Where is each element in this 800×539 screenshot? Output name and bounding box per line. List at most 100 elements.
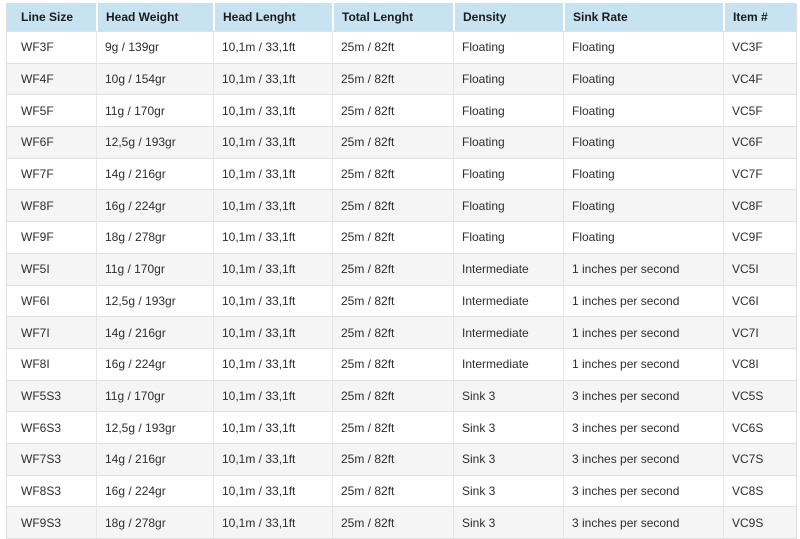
cell: 10,1m / 33,1ft xyxy=(213,316,332,348)
cell: 25m / 82ft xyxy=(332,221,453,253)
cell: WF5I xyxy=(7,252,96,285)
cell: VC8I xyxy=(723,347,796,380)
cell: Floating xyxy=(563,221,723,253)
table-row: WF7F 14g / 216gr 10,1m / 33,1ft 25m / 82ft F… xyxy=(7,157,796,190)
cell: 10,1m / 33,1ft xyxy=(213,62,332,95)
cell: 14g / 216gr xyxy=(96,316,213,348)
table-row: WF8S3 16g / 224gr 10,1m / 33,1ft 25m / 82ft… xyxy=(7,474,796,507)
cell: WF7F xyxy=(7,157,96,190)
cell: 25m / 82ft xyxy=(332,252,453,285)
cell: VC9F xyxy=(723,221,796,253)
cell: 14g / 216gr xyxy=(96,442,213,475)
column-header-head-weight: Head Weight xyxy=(96,3,213,31)
cell: WF8S3 xyxy=(7,474,96,507)
cell: VC8S xyxy=(723,474,796,507)
table-row: WF5I 11g / 170gr 10,1m / 33,1ft 25m / 82ft I… xyxy=(7,252,796,285)
cell: 1 inches per second xyxy=(563,284,723,317)
cell: 10,1m / 33,1ft xyxy=(213,31,332,63)
table-header: Line Size Head Weight Head Lenght Total Len… xyxy=(7,3,796,31)
cell: Floating xyxy=(453,126,563,158)
table-row: WF6S3 12,5g / 193gr 10,1m / 33,1ft 25m / 82… xyxy=(7,411,796,443)
cell: Floating xyxy=(453,189,563,222)
cell: 1 inches per second xyxy=(563,347,723,380)
cell: 10,1m / 33,1ft xyxy=(213,252,332,285)
column-header-sink-rate: Sink Rate xyxy=(563,3,723,31)
cell: VC5S xyxy=(723,379,796,412)
cell: VC7F xyxy=(723,157,796,190)
cell: 10,1m / 33,1ft xyxy=(213,221,332,253)
cell: WF5F xyxy=(7,94,96,127)
table-row: WF9S3 18g / 278gr 10,1m / 33,1ft 25m / 82ft… xyxy=(7,506,796,538)
cell: 18g / 278gr xyxy=(96,221,213,253)
cell: 10,1m / 33,1ft xyxy=(213,284,332,317)
cell: VC4F xyxy=(723,62,796,95)
table-row: WF5S3 11g / 170gr 10,1m / 33,1ft 25m / 82ft… xyxy=(7,379,796,412)
cell: 11g / 170gr xyxy=(96,252,213,285)
cell: 25m / 82ft xyxy=(332,506,453,538)
cell: 10,1m / 33,1ft xyxy=(213,411,332,443)
cell: Intermediate xyxy=(453,316,563,348)
cell: Floating xyxy=(563,157,723,190)
table-row: WF4F 10g / 154gr 10,1m / 33,1ft 25m / 82ft F… xyxy=(7,62,796,95)
cell: 3 inches per second xyxy=(563,411,723,443)
cell: 16g / 224gr xyxy=(96,347,213,380)
cell: Floating xyxy=(563,126,723,158)
cell: 16g / 224gr xyxy=(96,474,213,507)
cell: WF6I xyxy=(7,284,96,317)
table-row: WF7S3 14g / 216gr 10,1m / 33,1ft 25m / 82ft… xyxy=(7,442,796,475)
cell: 25m / 82ft xyxy=(332,442,453,475)
cell: Sink 3 xyxy=(453,442,563,475)
cell: 10,1m / 33,1ft xyxy=(213,157,332,190)
cell: 25m / 82ft xyxy=(332,316,453,348)
cell: 12,5g / 193gr xyxy=(96,126,213,158)
cell: 10,1m / 33,1ft xyxy=(213,474,332,507)
cell: VC6F xyxy=(723,126,796,158)
cell: WF6F xyxy=(7,126,96,158)
table-body: WF3F 9g / 139gr 10,1m / 33,1ft 25m / 82ft Fl… xyxy=(7,31,796,538)
cell: 10,1m / 33,1ft xyxy=(213,189,332,222)
cell: 18g / 278gr xyxy=(96,506,213,538)
cell: WF7I xyxy=(7,316,96,348)
cell: 11g / 170gr xyxy=(96,379,213,412)
cell: 25m / 82ft xyxy=(332,62,453,95)
cell: Floating xyxy=(453,31,563,63)
column-header-head-lenght: Head Lenght xyxy=(213,3,332,31)
cell: WF3F xyxy=(7,31,96,63)
cell: 25m / 82ft xyxy=(332,379,453,412)
cell: 3 inches per second xyxy=(563,474,723,507)
cell: 12,5g / 193gr xyxy=(96,411,213,443)
cell: WF8I xyxy=(7,347,96,380)
cell: 25m / 82ft xyxy=(332,474,453,507)
cell: 10,1m / 33,1ft xyxy=(213,94,332,127)
table-row: WF3F 9g / 139gr 10,1m / 33,1ft 25m / 82ft Fl… xyxy=(7,31,796,63)
cell: 25m / 82ft xyxy=(332,284,453,317)
table-row: WF6F 12,5g / 193gr 10,1m / 33,1ft 25m / 82f… xyxy=(7,126,796,158)
cell: 10,1m / 33,1ft xyxy=(213,379,332,412)
cell: VC7I xyxy=(723,316,796,348)
column-header-density: Density xyxy=(453,3,563,31)
cell: VC6S xyxy=(723,411,796,443)
cell: VC7S xyxy=(723,442,796,475)
cell: VC9S xyxy=(723,506,796,538)
cell: 10,1m / 33,1ft xyxy=(213,126,332,158)
cell: 25m / 82ft xyxy=(332,189,453,222)
cell: Floating xyxy=(563,62,723,95)
cell: 25m / 82ft xyxy=(332,347,453,380)
cell: 25m / 82ft xyxy=(332,411,453,443)
cell: 3 inches per second xyxy=(563,442,723,475)
table-row: WF8I 16g / 224gr 10,1m / 33,1ft 25m / 82ft I… xyxy=(7,347,796,380)
cell: VC5F xyxy=(723,94,796,127)
cell: Intermediate xyxy=(453,252,563,285)
cell: 3 inches per second xyxy=(563,379,723,412)
cell: 10,1m / 33,1ft xyxy=(213,442,332,475)
cell: Sink 3 xyxy=(453,411,563,443)
column-header-line-size: Line Size xyxy=(7,3,96,31)
cell: Floating xyxy=(453,157,563,190)
cell: VC8F xyxy=(723,189,796,222)
cell: VC6I xyxy=(723,284,796,317)
cell: 12,5g / 193gr xyxy=(96,284,213,317)
cell: WF4F xyxy=(7,62,96,95)
column-header-item: Item # xyxy=(723,3,796,31)
cell: 25m / 82ft xyxy=(332,157,453,190)
